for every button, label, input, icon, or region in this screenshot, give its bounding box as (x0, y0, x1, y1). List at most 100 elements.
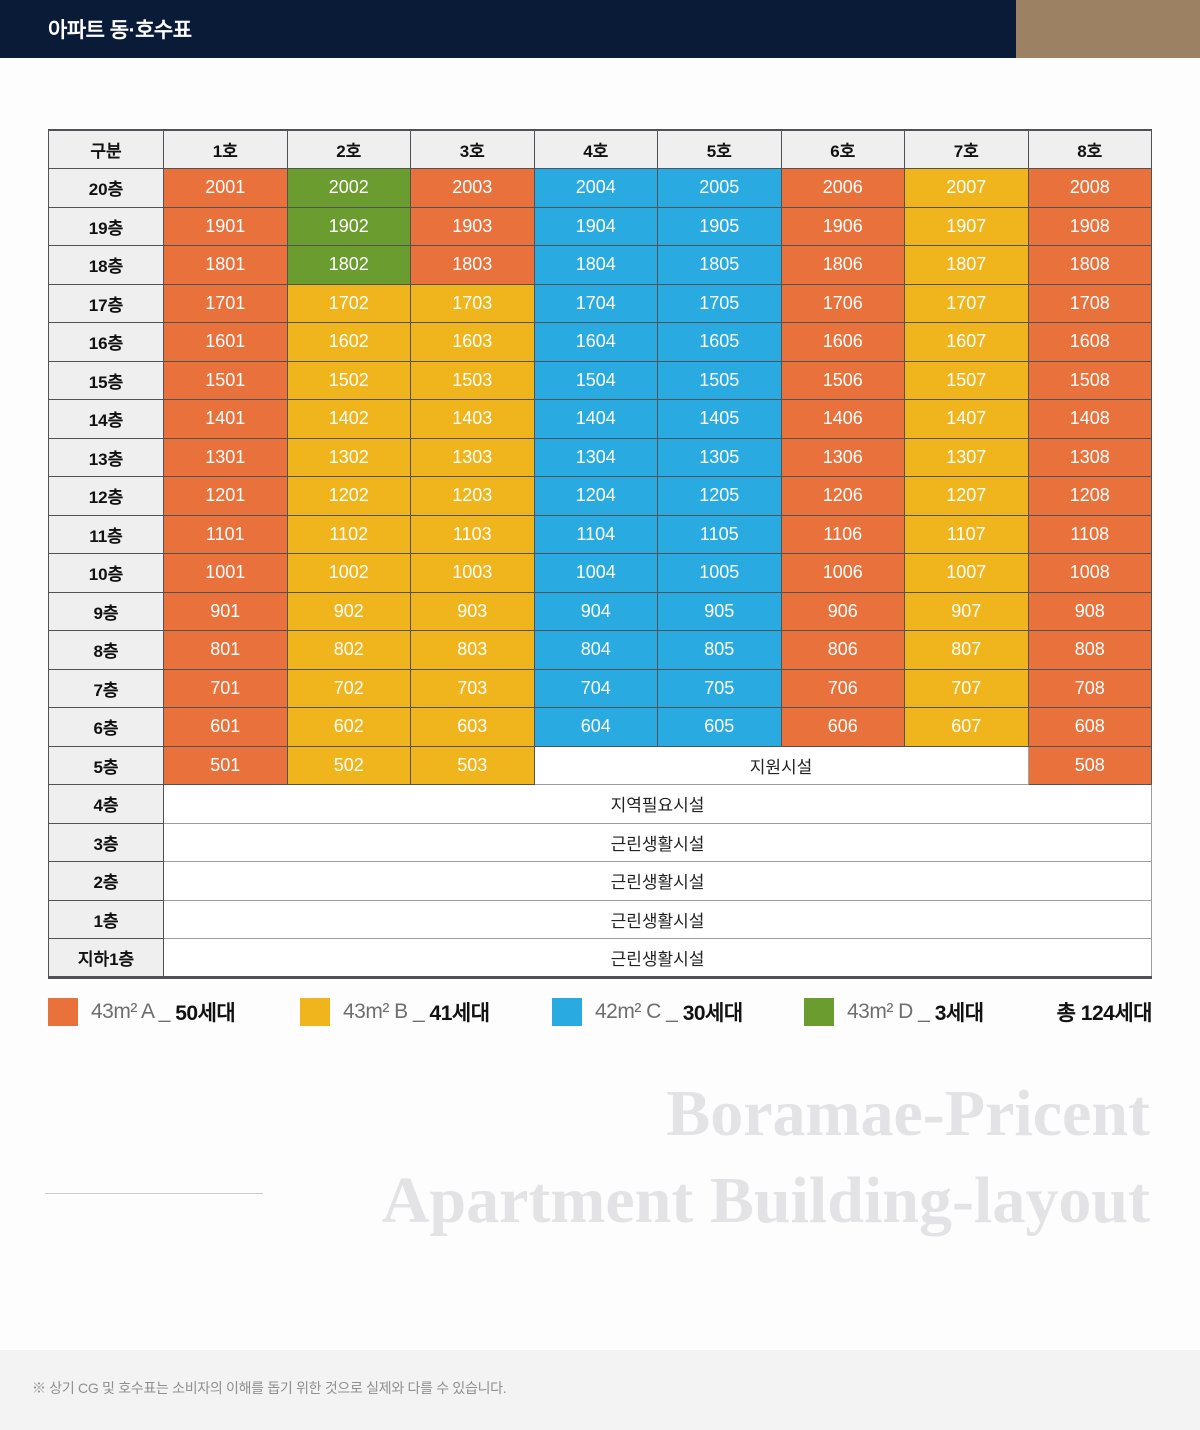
unit-cell: 601 (163, 707, 288, 747)
floor-label: 19층 (48, 206, 164, 246)
unit-cell: 604 (533, 707, 658, 747)
unit-cell: 1307 (904, 437, 1029, 477)
table-row: 18층 1801 1802 1803 1804 1805 1806 1807 1808 (48, 245, 1152, 285)
unit-cell: 1205 (657, 476, 782, 516)
unit-cell: 707 (904, 668, 1029, 708)
unit-cell: 804 (533, 630, 658, 670)
table-row: 14층 1401 1402 1403 1404 1405 1406 1407 1408 (48, 399, 1152, 439)
unit-cell: 1406 (780, 399, 905, 439)
legend-count: 50세대 (175, 1002, 236, 1025)
unit-cell: 1908 (1027, 206, 1152, 246)
unit-cell: 907 (904, 591, 1029, 631)
unit-cell: 1203 (410, 476, 535, 516)
table-row: 5층 501 502 503 지원시설 508 (48, 745, 1152, 785)
unit-cell: 1903 (410, 206, 535, 246)
unit-cell: 1805 (657, 245, 782, 285)
table-row: 11층 1101 1102 1103 1104 1105 1106 1107 1108 (48, 514, 1152, 554)
unit-cell: 1703 (410, 283, 535, 323)
column-header: 7호 (904, 129, 1029, 169)
watermark-line2: Apartment Building-layout (381, 1164, 1150, 1237)
unit-cell: 705 (657, 668, 782, 708)
unit-cell: 1801 (163, 245, 288, 285)
legend-label: 43m² D _ (847, 1000, 935, 1023)
unit-cell: 802 (286, 630, 411, 670)
floor-label: 10층 (48, 553, 164, 593)
unit-cell: 1804 (533, 245, 658, 285)
unit-cell: 902 (286, 591, 411, 631)
legend-label: 43m² A _ (91, 1000, 176, 1023)
unit-cell: 1108 (1027, 514, 1152, 554)
watermark: Boramae-Pricent Apartment Building-layou… (382, 1070, 1150, 1244)
legend-item: 43m² A _ 50세대 (48, 997, 300, 1027)
table-row: 8층 801 802 803 804 805 806 807 808 (48, 630, 1152, 670)
floor-label: 4층 (48, 784, 164, 824)
floor-label: 11층 (48, 514, 164, 554)
facility-cell: 근린생활시설 (163, 861, 1152, 901)
legend-swatch (552, 998, 582, 1026)
unit-cell: 1503 (410, 360, 535, 400)
column-header: 1호 (163, 129, 288, 169)
legend-label: 43m² B _ (343, 1000, 430, 1023)
unit-cell: 1204 (533, 476, 658, 516)
unit-cell: 1707 (904, 283, 1029, 323)
table-row: 6층 601 602 603 604 605 606 607 608 (48, 707, 1152, 747)
unit-cell: 1602 (286, 322, 411, 362)
facility-cell: 지원시설 (533, 745, 1029, 785)
facility-cell: 근린생활시설 (163, 938, 1152, 978)
legend-count: 41세대 (429, 1002, 491, 1025)
unit-cell: 1601 (163, 322, 288, 362)
unit-cell: 2007 (904, 168, 1029, 208)
floor-label: 8층 (48, 630, 164, 670)
unit-cell: 1304 (533, 437, 658, 477)
legend-total: 총 124세대 (1056, 1002, 1153, 1025)
unit-cell: 1001 (163, 553, 288, 593)
floor-label: 16층 (48, 322, 164, 362)
column-header: 6호 (780, 129, 905, 169)
unit-cell: 704 (533, 668, 658, 708)
unit-cell: 1501 (163, 360, 288, 400)
table-row: 17층 1701 1702 1703 1704 1705 1706 1707 1708 (48, 283, 1152, 323)
floor-label: 3층 (48, 822, 164, 862)
facility-cell: 근린생활시설 (163, 899, 1152, 939)
table-row: 9층 901 902 903 904 905 906 907 908 (48, 591, 1152, 631)
unit-cell: 502 (286, 745, 411, 785)
unit-cell: 1005 (657, 553, 782, 593)
unit-cell: 1208 (1027, 476, 1152, 516)
unit-cell: 1904 (533, 206, 658, 246)
unit-cell: 1008 (1027, 553, 1152, 593)
unit-cell: 1807 (904, 245, 1029, 285)
unit-cell: 508 (1027, 745, 1152, 785)
page-title: 아파트 동·호수표 (48, 19, 192, 42)
unit-cell: 1102 (286, 514, 411, 554)
unit-cell: 905 (657, 591, 782, 631)
unit-cell: 901 (163, 591, 288, 631)
unit-cell: 904 (533, 591, 658, 631)
facility-cell: 지역필요시설 (163, 784, 1152, 824)
unit-cell: 1902 (286, 206, 411, 246)
unit-cell: 607 (904, 707, 1029, 747)
unit-cell: 1504 (533, 360, 658, 400)
legend-item: 43m² B _ 41세대 (300, 997, 552, 1027)
unit-cell: 1306 (780, 437, 905, 477)
legend-item: 42m² C _ 30세대 (552, 997, 804, 1027)
unit-cell: 1003 (410, 553, 535, 593)
facility-cell: 근린생활시설 (163, 822, 1152, 862)
unit-cell: 1305 (657, 437, 782, 477)
unit-cell: 2004 (533, 168, 658, 208)
corner-cell: 구분 (48, 129, 164, 169)
unit-cell: 2008 (1027, 168, 1152, 208)
table-row: 20층 2001 2002 2003 2004 2005 2006 2007 2008 (48, 168, 1152, 208)
unit-cell: 1502 (286, 360, 411, 400)
unit-cell: 1603 (410, 322, 535, 362)
unit-cell: 2003 (410, 168, 535, 208)
unit-cell: 1303 (410, 437, 535, 477)
unit-cell: 1401 (163, 399, 288, 439)
table-row: 19층 1901 1902 1903 1904 1905 1906 1907 1908 (48, 206, 1152, 246)
table-row: 1층 근린생활시설 (48, 899, 1152, 939)
unit-cell: 1103 (410, 514, 535, 554)
legend-swatch (804, 998, 834, 1026)
unit-cell: 1004 (533, 553, 658, 593)
legend-item: 43m² D _ 3세대 (804, 997, 1056, 1027)
unit-cell: 1301 (163, 437, 288, 477)
unit-cell: 1106 (780, 514, 905, 554)
